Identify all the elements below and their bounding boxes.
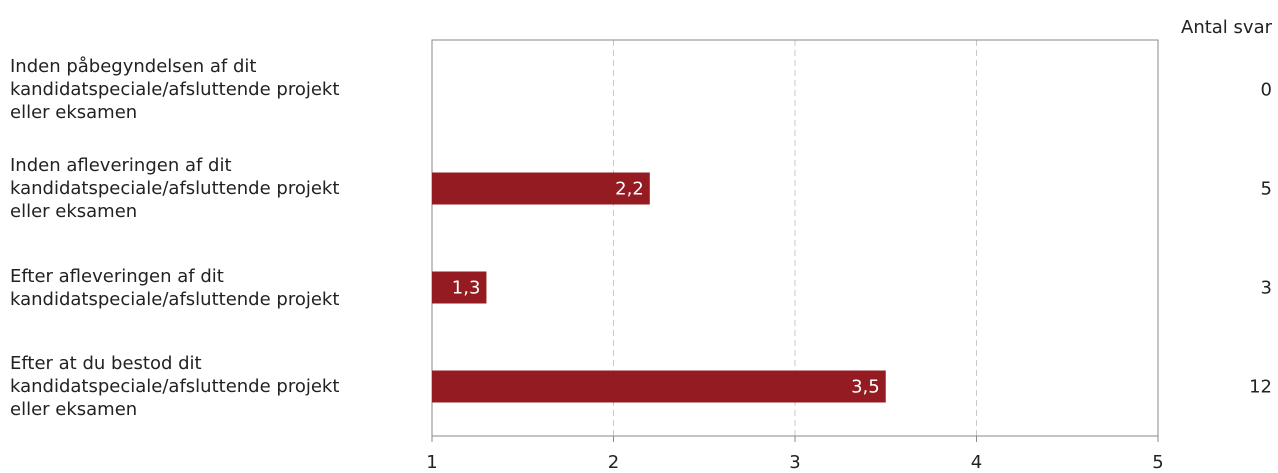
x-tick-label: 1 <box>426 452 437 473</box>
bar <box>432 271 487 304</box>
count-label: 0 <box>1261 80 1272 101</box>
count-header: Antal svar <box>1181 17 1273 38</box>
category-label: Efter afleveringen af dit kandidatspecia… <box>10 265 340 310</box>
value-label: 3,5 <box>851 377 880 398</box>
plot-frame <box>431 39 1159 437</box>
bar <box>432 172 650 205</box>
category-label: Efter at du bestod dit kandidatspeciale/… <box>10 353 340 420</box>
x-tick-label: 2 <box>608 452 619 473</box>
x-tick-label: 4 <box>971 452 982 473</box>
value-label: 1,3 <box>452 278 481 299</box>
x-tick-label: 5 <box>1152 452 1163 473</box>
count-label: 12 <box>1249 377 1272 398</box>
x-tick-label: 3 <box>789 452 800 473</box>
count-label: 3 <box>1261 278 1272 299</box>
category-label: Inden afleveringen af dit kandidatspecia… <box>10 155 340 222</box>
bar <box>432 370 886 403</box>
category-label: Inden påbegyndelsen af dit kandidatspeci… <box>10 56 340 123</box>
count-label: 5 <box>1261 179 1272 200</box>
value-label: 2,2 <box>615 179 644 200</box>
